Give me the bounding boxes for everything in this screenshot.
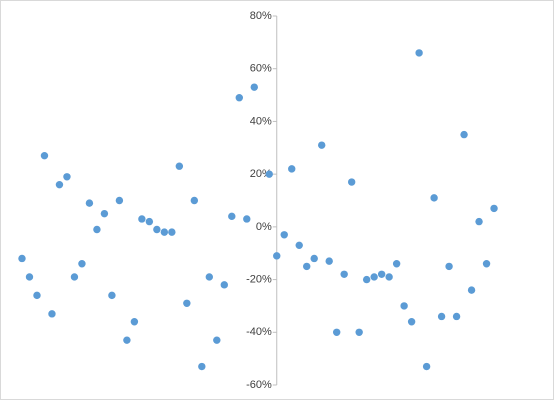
point [482,260,491,268]
point [445,262,453,271]
point [78,260,86,268]
point [385,273,393,281]
y-tick-label: 80% [250,10,272,22]
y-tick-label: -60% [246,379,272,391]
point [213,336,221,344]
point [33,291,41,300]
point [490,204,498,213]
point [475,217,483,226]
point [400,302,408,310]
point [93,225,101,234]
point [377,270,386,278]
point [40,151,49,160]
point [63,173,71,181]
point [288,165,296,173]
point [452,312,461,321]
point [340,270,348,278]
point [332,328,341,336]
point [392,260,401,268]
point [355,328,363,336]
y-tick-label: 0% [256,221,272,233]
point [280,231,288,239]
point [325,257,333,265]
point [422,362,431,371]
point [243,215,251,223]
point [430,194,438,202]
point [190,196,199,205]
point [153,225,161,234]
point [115,196,124,205]
point [123,336,131,344]
y-tick-label: 40% [250,115,272,127]
point [138,215,146,223]
point [198,362,206,371]
point [467,286,476,294]
point [370,273,378,281]
point [318,141,326,149]
point [250,83,258,91]
point [347,178,356,186]
point [265,170,273,178]
point [175,162,184,170]
point [168,228,176,236]
point [310,254,318,263]
point [48,310,56,318]
point [235,94,243,102]
point [220,281,228,289]
point [160,228,169,236]
point [130,318,139,326]
point [415,49,423,57]
y-tick-label: 20% [250,168,272,180]
point [108,291,116,300]
y-tick-label: -40% [246,326,272,338]
point [295,241,303,250]
point [205,273,214,281]
point [228,212,236,221]
point [460,130,468,139]
y-tick-label: -20% [246,273,272,285]
point [70,273,79,281]
point [362,275,371,284]
point [18,254,26,263]
point [25,273,34,281]
y-tick-label: 60% [250,63,272,75]
point [100,209,109,218]
point [145,217,154,226]
point [55,180,64,189]
point [85,199,94,207]
point [273,252,281,260]
point [303,262,311,271]
point [437,312,446,321]
point [183,299,191,307]
point [407,318,416,326]
